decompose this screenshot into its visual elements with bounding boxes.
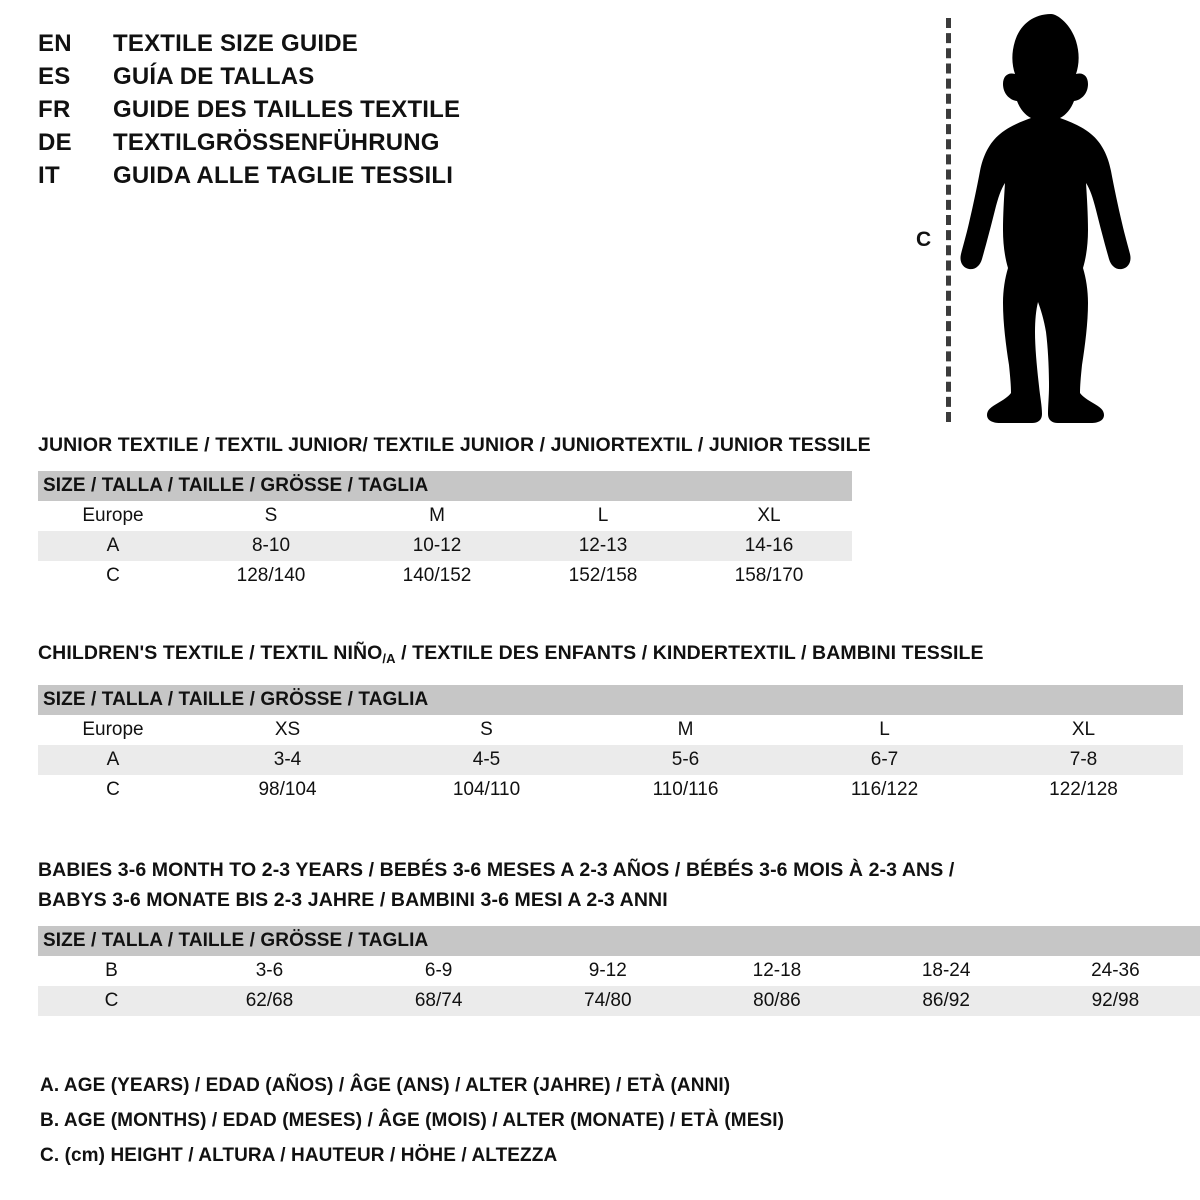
table-cell: 14-16 (686, 531, 852, 561)
table-band-header-row: SIZE / TALLA / TAILLE / GRÖSSE / TAGLIA (38, 926, 1200, 956)
table-cell: 4-5 (387, 745, 586, 775)
row-label: C (38, 775, 188, 805)
title-text: GUIDA ALLE TAGLIE TESSILI (113, 162, 454, 189)
table-row: Europe XS S M L XL (38, 715, 1183, 745)
section-babies-textile: BABIES 3-6 MONTH TO 2-3 YEARS / BEBÉS 3-… (38, 855, 1200, 1016)
table-cell: 86/92 (861, 986, 1031, 1016)
table-cell: 12-13 (520, 531, 686, 561)
title-lang-code: EN (38, 30, 72, 57)
table-cell: XS (188, 715, 387, 745)
table-cell: 6-7 (785, 745, 984, 775)
title-lang-code: ES (38, 63, 71, 90)
band-header-label: SIZE / TALLA / TAILLE / GRÖSSE / TAGLIA (38, 685, 1183, 715)
table-cell: 152/158 (520, 561, 686, 591)
table-cell: 5-6 (586, 745, 785, 775)
height-measure-label: C (916, 228, 932, 251)
band-header-label: SIZE / TALLA / TAILLE / GRÖSSE / TAGLIA (38, 471, 852, 501)
table-cell: XL (686, 501, 852, 531)
table-cell: 140/152 (354, 561, 520, 591)
table-band-header-row: SIZE / TALLA / TAILLE / GRÖSSE / TAGLIA (38, 471, 852, 501)
table-cell: M (354, 501, 520, 531)
row-label: Europe (38, 501, 188, 531)
table-row: C 98/104 104/110 110/116 116/122 122/128 (38, 775, 1183, 805)
table-cell: 3-6 (184, 956, 355, 986)
junior-size-table: SIZE / TALLA / TAILLE / GRÖSSE / TAGLIA … (38, 471, 852, 591)
row-label: C (38, 986, 185, 1016)
table-cell: XL (984, 715, 1183, 745)
section-heading-babies-line1: BABIES 3-6 MONTH TO 2-3 YEARS / BEBÉS 3-… (38, 859, 955, 881)
section-heading-children: CHILDREN'S TEXTILE / TEXTIL NIÑO/A / TEX… (38, 638, 1183, 674)
title-row-de: DE TEXTILGRÖSSENFÜHRUNG (38, 129, 598, 162)
legend-line-a: A. AGE (YEARS) / EDAD (AÑOS) / ÂGE (ANS)… (40, 1075, 731, 1096)
table-row: B 3-6 6-9 9-12 12-18 18-24 24-36 (38, 956, 1200, 986)
table-cell: 116/122 (785, 775, 984, 805)
section-heading-children-pre: CHILDREN'S TEXTILE / TEXTIL NIÑO (38, 642, 383, 664)
title-text: TEXTILE SIZE GUIDE (113, 30, 358, 57)
legend-line-c: C. (cm) HEIGHT / ALTURA / HAUTEUR / HÖHE… (40, 1145, 558, 1166)
table-cell: 6-9 (354, 956, 524, 986)
legend-line-b: B. AGE (MONTHS) / EDAD (MESES) / ÂGE (MO… (40, 1110, 785, 1131)
title-text: GUÍA DE TALLAS (113, 63, 315, 90)
babies-size-table: SIZE / TALLA / TAILLE / GRÖSSE / TAGLIA … (38, 926, 1200, 1016)
table-row: A 3-4 4-5 5-6 6-7 7-8 (38, 745, 1183, 775)
table-cell: 122/128 (984, 775, 1183, 805)
table-cell: S (188, 501, 354, 531)
table-cell: L (520, 501, 686, 531)
height-measurement-figure: C (900, 10, 1150, 425)
section-heading-children-post: / TEXTILE DES ENFANTS / KINDERTEXTIL / B… (395, 642, 984, 664)
toddler-silhouette-icon (960, 14, 1131, 423)
table-cell: 92/98 (1030, 986, 1200, 1016)
table-cell: 80/86 (692, 986, 862, 1016)
row-label: Europe (38, 715, 188, 745)
table-cell: 18-24 (861, 956, 1031, 986)
table-cell: S (387, 715, 586, 745)
table-row: C 128/140 140/152 152/158 158/170 (38, 561, 852, 591)
legend-block: A. AGE (YEARS) / EDAD (AÑOS) / ÂGE (ANS)… (40, 1068, 940, 1173)
table-band-header-row: SIZE / TALLA / TAILLE / GRÖSSE / TAGLIA (38, 685, 1183, 715)
table-row: C 62/68 68/74 74/80 80/86 86/92 92/98 (38, 986, 1200, 1016)
row-label: B (38, 956, 185, 986)
table-cell: 62/68 (184, 986, 355, 1016)
row-label: A (38, 531, 188, 561)
table-cell: 128/140 (188, 561, 354, 591)
table-cell: 8-10 (188, 531, 354, 561)
table-cell: 7-8 (984, 745, 1183, 775)
title-row-es: ES GUÍA DE TALLAS (38, 63, 598, 96)
title-text: GUIDE DES TAILLES TEXTILE (113, 96, 461, 123)
table-cell: 24-36 (1030, 956, 1200, 986)
table-cell: L (785, 715, 984, 745)
table-cell: 68/74 (354, 986, 524, 1016)
row-label: C (38, 561, 188, 591)
table-row: A 8-10 10-12 12-13 14-16 (38, 531, 852, 561)
section-heading-babies-line2: BABYS 3-6 MONATE BIS 2-3 JAHRE / BAMBINI… (38, 889, 668, 911)
title-row-it: IT GUIDA ALLE TAGLIE TESSILI (38, 162, 598, 195)
table-cell: 74/80 (523, 986, 693, 1016)
title-text: TEXTILGRÖSSENFÜHRUNG (113, 129, 440, 156)
table-row: Europe S M L XL (38, 501, 852, 531)
children-size-table: SIZE / TALLA / TAILLE / GRÖSSE / TAGLIA … (38, 685, 1183, 805)
band-header-label: SIZE / TALLA / TAILLE / GRÖSSE / TAGLIA (38, 926, 1200, 956)
title-row-en: EN TEXTILE SIZE GUIDE (38, 30, 598, 63)
multilingual-title-block: EN TEXTILE SIZE GUIDE ES GUÍA DE TALLAS … (38, 30, 598, 195)
row-label: A (38, 745, 188, 775)
section-heading-junior: JUNIOR TEXTILE / TEXTIL JUNIOR/ TEXTILE … (38, 434, 871, 456)
title-lang-code: FR (38, 96, 71, 123)
table-cell: 10-12 (354, 531, 520, 561)
table-cell: 9-12 (523, 956, 693, 986)
title-lang-code: DE (38, 129, 72, 156)
table-cell: 158/170 (686, 561, 852, 591)
section-junior-textile: JUNIOR TEXTILE / TEXTIL JUNIOR/ TEXTILE … (38, 430, 871, 591)
section-heading-children-subscript: /A (382, 651, 396, 666)
height-dashed-line (946, 18, 951, 422)
title-row-fr: FR GUIDE DES TAILLES TEXTILE (38, 96, 598, 129)
table-cell: 3-4 (188, 745, 387, 775)
table-cell: 104/110 (387, 775, 586, 805)
table-cell: 110/116 (586, 775, 785, 805)
table-cell: M (586, 715, 785, 745)
table-cell: 98/104 (188, 775, 387, 805)
table-cell: 12-18 (692, 956, 862, 986)
section-childrens-textile: CHILDREN'S TEXTILE / TEXTIL NIÑO/A / TEX… (38, 638, 1183, 805)
title-lang-code: IT (38, 162, 60, 189)
